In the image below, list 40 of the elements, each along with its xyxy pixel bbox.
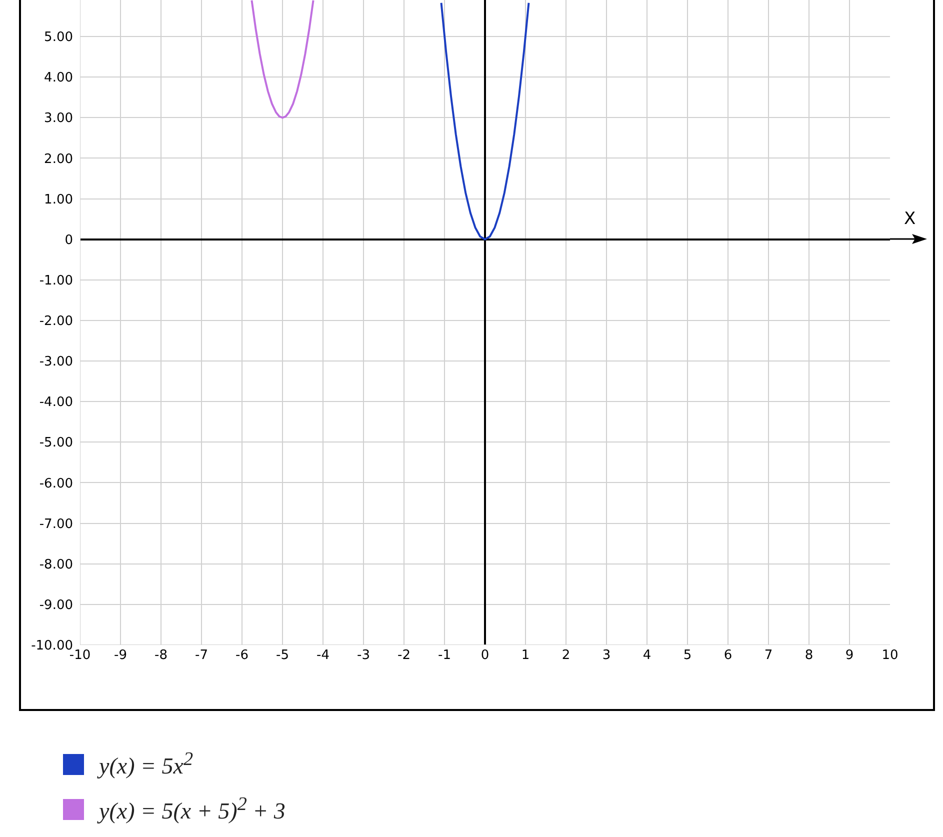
y-tick-label: 0 xyxy=(64,232,73,248)
x-tick-label: -8 xyxy=(154,648,168,663)
x-tick-label: -5 xyxy=(276,648,289,663)
line-series xyxy=(250,0,314,119)
x-tick-label: 8 xyxy=(804,648,814,663)
y-tick-label: -7.00 xyxy=(39,516,73,532)
x-tick-label: 1 xyxy=(521,648,530,663)
x-tick-label: 6 xyxy=(724,648,732,663)
x-tick-label: 3 xyxy=(602,648,611,663)
x-tick-label: 7 xyxy=(764,648,773,663)
x-tick-label: -9 xyxy=(114,648,127,663)
y-tick-label: -2.00 xyxy=(39,314,73,330)
y-tick-label: 1.00 xyxy=(44,192,73,208)
line-series xyxy=(440,2,530,240)
x-tick-label: 2 xyxy=(562,648,570,663)
x-tick-label: -3 xyxy=(357,648,370,663)
y-tick-label: -8.00 xyxy=(39,557,73,572)
x-tick-label: -2 xyxy=(398,648,410,663)
y-tick-label: -4.00 xyxy=(39,395,73,410)
x-tick-label: -1 xyxy=(438,648,451,663)
legend-label: y(x) = 5(x + 5)$^{2}$ + 3 xyxy=(99,794,286,825)
y-tick-label: -9.00 xyxy=(39,598,73,613)
x-axis-title: X xyxy=(904,209,916,229)
y-tick-label: 5.00 xyxy=(44,30,73,46)
x-tick-label: 4 xyxy=(642,648,652,663)
y-tick-label: -1.00 xyxy=(39,273,73,288)
y-tick-label: -5.00 xyxy=(39,436,73,451)
y-tick-label: 2.00 xyxy=(44,152,73,167)
x-tick-label: 9 xyxy=(845,648,854,663)
y-tick-label: -3.00 xyxy=(39,354,73,370)
x-tick-label: -6 xyxy=(236,648,248,663)
y-tick-label: 3.00 xyxy=(44,111,73,126)
x-tick-label: -7 xyxy=(195,648,208,663)
x-tick-label: 5 xyxy=(683,648,692,663)
legend-label: y(x) = 5x$^{2}$ xyxy=(99,749,194,780)
x-tick-label: -4 xyxy=(316,648,330,663)
x-tick-label: 10 xyxy=(882,648,898,663)
y-tick-label: 4.00 xyxy=(44,70,73,86)
y-tick-label: -6.00 xyxy=(39,476,73,492)
x-tick-label: 0 xyxy=(480,648,490,663)
